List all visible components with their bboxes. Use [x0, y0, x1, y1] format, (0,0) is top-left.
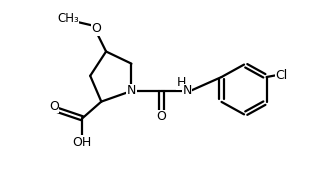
- Text: O: O: [92, 22, 101, 35]
- Text: Cl: Cl: [276, 69, 288, 82]
- Text: N: N: [182, 85, 192, 97]
- Text: N: N: [127, 85, 136, 97]
- Text: O: O: [157, 110, 166, 123]
- Text: O: O: [49, 100, 59, 113]
- Text: CH₃: CH₃: [57, 12, 79, 25]
- Text: H: H: [177, 76, 186, 89]
- Text: OH: OH: [73, 136, 92, 149]
